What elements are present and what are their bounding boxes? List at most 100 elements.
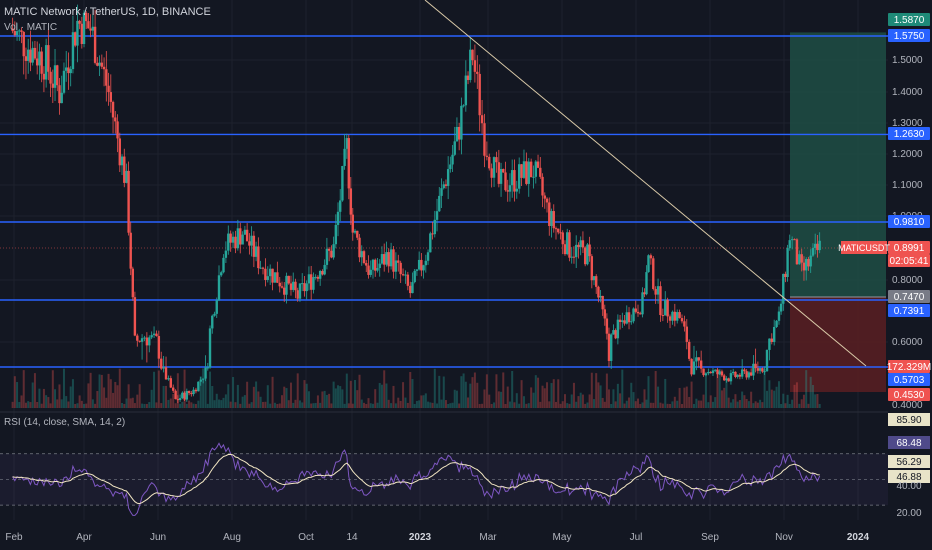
candle-body [720,371,724,376]
candle-body [429,233,432,253]
volume-bar [462,373,465,408]
volume-bar [129,398,132,408]
price-tick-label: 0.8000 [892,275,923,286]
horizontal-levels[interactable] [0,35,888,368]
volume-bar [566,403,569,408]
volume-bar [483,389,486,408]
volume-bar [397,397,400,408]
candle-body [506,190,509,192]
candle-body [392,249,395,272]
volume-bar [305,383,308,408]
candle-body [358,237,361,258]
volume-bar [438,375,441,408]
candle-body [647,255,650,273]
candle-body [645,272,648,295]
price-label-box [888,13,930,26]
volume-bar [811,384,814,408]
volume-bar [136,394,139,408]
candle-body [394,260,398,272]
volume-bar [563,394,566,408]
volume-bar [358,374,361,408]
candle-body [239,228,242,245]
candle-body [426,252,430,261]
symbol-tag-text: MATICUSDT [838,243,890,253]
volume-bar [795,382,798,408]
volume-bar [784,403,787,408]
long-position-tool[interactable] [790,32,886,392]
candle-body [623,320,626,324]
candle-body [431,233,434,235]
candle-body [160,358,163,369]
candle-body [332,244,335,258]
candle-body [231,236,235,243]
volume-bar [185,403,188,408]
volume-bar [424,393,427,408]
volume-bar [218,399,220,408]
candle-body [597,286,600,298]
volume-bar [539,401,542,408]
candle-body [543,195,546,199]
candle-body [499,168,503,184]
volume-bar [215,393,218,408]
candle-body [330,250,333,258]
volume-bar [707,402,710,408]
volume-bar [522,396,525,408]
candle-body [692,361,696,375]
candle-body [343,148,346,166]
time-tick-label: May [553,532,572,543]
volume-bar [616,383,619,408]
volume-bar [45,395,48,408]
candle-body [557,228,560,233]
candle-body [805,259,808,271]
volume-bar [234,402,237,408]
candle-body [71,32,75,70]
candle-body [634,308,637,312]
time-axis[interactable]: Feb Apr Jun Aug Oct 14 2023 Mar May Jul Sep Nov 2024 [0,520,888,550]
trendline[interactable] [424,0,867,367]
rsi-line [12,442,821,516]
volume-bar [607,389,610,408]
candle-body [243,229,247,235]
price-label-box [888,127,930,140]
candle-body [143,337,146,339]
volume-bar [209,371,212,408]
candle-body [636,311,640,314]
candle-body [254,246,258,257]
candle-body [292,281,295,290]
volume-bar [138,384,141,408]
volume-bar [328,393,331,408]
candle-body [314,276,317,278]
volume-bar [385,383,388,408]
candle-body [252,235,256,257]
volume-bar [330,403,333,408]
volume-bar [543,388,546,408]
candle-body [152,333,156,336]
candle-body [47,45,50,72]
candle-body [347,138,350,189]
price-label-box [888,360,930,373]
volume-bar [520,380,523,408]
candle-body [490,168,493,178]
volume-bar [632,392,635,408]
volume-bar [202,368,205,408]
volume-bar [402,382,405,408]
volume-bar [206,403,209,408]
rsi-label-box [888,455,930,468]
volume-bar [455,390,458,408]
price-axis[interactable]: 1.50001.40001.30001.20001.10001.00000.80… [838,0,932,550]
candle-body [40,51,43,74]
candle-body [779,303,783,312]
candle-body [586,244,589,265]
volume-bar [13,376,16,408]
volume-bar [150,389,153,408]
candle-body [473,60,477,72]
candle-body [399,262,402,275]
candle-body [513,170,516,192]
candle-body [673,311,677,321]
candle-body [15,31,19,36]
volume-bar [734,394,737,408]
candle-body [138,340,141,342]
volume-bar [805,370,808,408]
volume-bar [325,394,328,408]
